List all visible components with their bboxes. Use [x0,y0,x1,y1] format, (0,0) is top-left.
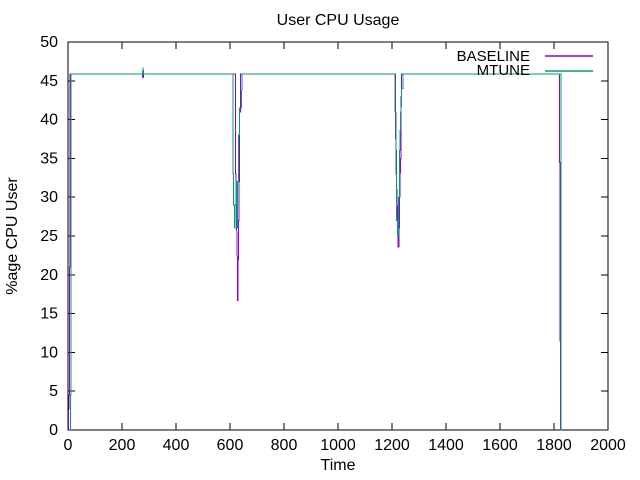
y-tick-label: 30 [40,189,58,206]
y-tick-label: 35 [40,150,58,167]
y-tick-label: 40 [40,112,58,129]
x-tick-label: 1600 [482,437,518,454]
y-tick-label: 10 [40,344,58,361]
x-tick-label: 1000 [320,437,356,454]
chart-title: User CPU Usage [277,12,400,29]
x-tick-label: 600 [217,437,244,454]
x-tick-label: 200 [109,437,136,454]
y-tick-label: 25 [40,228,58,245]
y-tick-label: 5 [49,383,58,400]
legend: BASELINE MTUNE [457,48,593,79]
legend-label-baseline: BASELINE [457,48,530,65]
y-tick-label: 50 [40,34,58,51]
y-axis-label: %age CPU User [4,177,21,295]
axis-tick-labels: 0 200 400 600 800 1000 1200 1400 1600 1800 2000 0 5 1… [40,34,626,454]
x-axis-label: Time [321,457,356,474]
legend-label-mtune: MTUNE [477,62,530,79]
axis-ticks [67,41,609,431]
y-tick-label: 20 [40,267,58,284]
series-baseline-line [68,73,561,431]
plot-border [67,41,609,431]
x-tick-label: 1800 [536,437,572,454]
x-tick-label: 2000 [590,437,626,454]
x-tick-label: 1400 [428,437,464,454]
series-mtune-line [69,67,562,431]
x-tick-label: 400 [163,437,190,454]
x-tick-label: 800 [271,437,298,454]
x-tick-label: 1200 [374,437,410,454]
x-tick-label: 0 [64,437,73,454]
y-tick-label: 15 [40,306,58,323]
y-tick-label: 45 [40,73,58,90]
y-tick-label: 0 [49,422,58,439]
